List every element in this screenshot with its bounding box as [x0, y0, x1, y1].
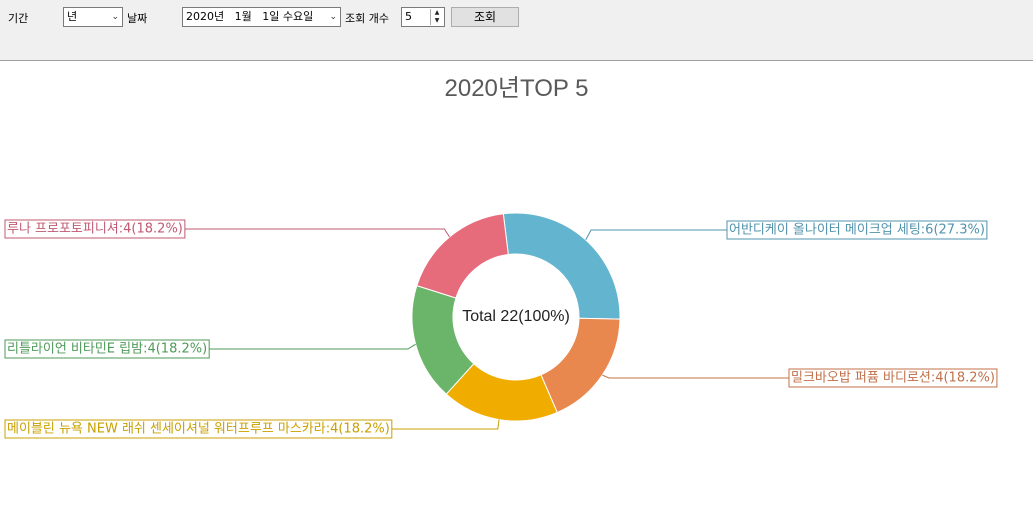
slice-label-box-1: [788, 368, 998, 388]
slice-label-1: 밀크바오밥 퍼퓸 바디로션:4(18.2%): [788, 368, 998, 388]
leader-line-1: [602, 374, 789, 379]
stepper-buttons: ▲ ▼: [430, 9, 443, 25]
slice-label-text-2: 메이블린 뉴욕 NEW 래쉬 센세이셔널 워터프루프 마스카라:4(18.2%): [7, 422, 390, 437]
leader-line-4: [184, 228, 450, 238]
period-value: 년: [67, 10, 78, 23]
date-value: 2020년 1월 1일 수요일: [186, 10, 314, 23]
count-label: 조회 개수: [345, 12, 389, 25]
slice-label-box-3: [4, 339, 210, 359]
slice-label-3: 리틀라이언 비타민E 립밤:4(18.2%): [4, 339, 210, 359]
slice-1: [540, 317, 621, 414]
count-value: 5: [405, 10, 412, 23]
slice-label-box-0: [726, 220, 988, 240]
slice-4: [416, 213, 509, 299]
slice-label-box-4: [4, 219, 186, 239]
search-button[interactable]: 조회: [451, 7, 519, 27]
chevron-down-icon: ⌄: [329, 12, 337, 22]
date-picker[interactable]: 2020년 1월 1일 수요일 ⌄: [182, 7, 341, 27]
date-label: 날짜: [127, 12, 148, 25]
period-select[interactable]: 년 ⌄: [63, 7, 123, 27]
period-label: 기간: [8, 12, 29, 25]
stepper-up-icon[interactable]: ▲: [434, 9, 440, 16]
chevron-down-icon: ⌄: [111, 12, 119, 22]
slice-label-text-1: 밀크바오밥 퍼퓸 바디로션:4(18.2%): [791, 371, 995, 386]
stepper-down-icon[interactable]: ▼: [434, 17, 440, 24]
leader-line-2: [391, 419, 500, 430]
slice-label-4: 루나 프로포토피니셔:4(18.2%): [4, 219, 186, 239]
slice-label-text-3: 리틀라이언 비타민E 립밤:4(18.2%): [7, 342, 207, 357]
count-stepper[interactable]: 5 ▲ ▼: [401, 7, 445, 27]
slice-label-0: 어반디케이 올나이터 메이크업 세팅:6(27.3%): [726, 220, 988, 240]
slice-label-2: 메이블린 뉴욕 NEW 래쉬 센세이셔널 워터프루프 마스카라:4(18.2%): [4, 419, 393, 439]
slice-label-text-0: 어반디케이 올나이터 메이크업 세팅:6(27.3%): [729, 223, 985, 238]
query-toolbar: 기간 년 ⌄ 날짜 2020년 1월 1일 수요일 ⌄ 조회 개수 5 ▲ ▼ …: [0, 0, 1033, 61]
chart-title: 2020년TOP 5: [444, 75, 589, 102]
leader-line-0: [585, 229, 727, 241]
slice-0: [502, 212, 621, 320]
slice-label-box-2: [4, 419, 393, 439]
slice-label-text-4: 루나 프로포토피니셔:4(18.2%): [7, 222, 183, 237]
leader-line-3: [209, 343, 416, 350]
center-total-text: Total 22(100%): [462, 308, 570, 325]
